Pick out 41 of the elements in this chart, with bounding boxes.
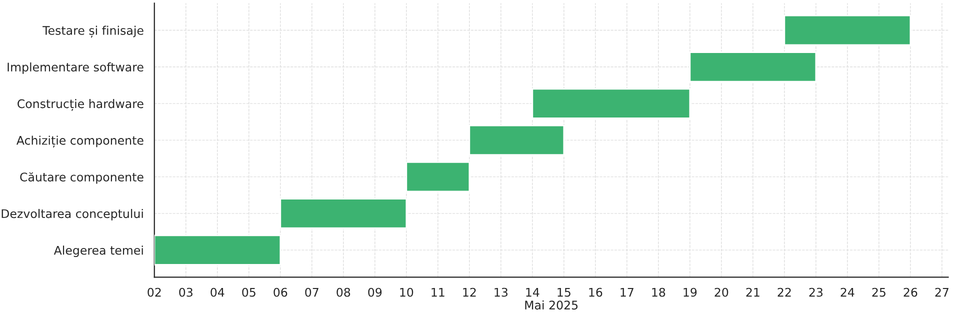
bar xyxy=(784,14,912,46)
x-tick-label: 23 xyxy=(809,288,822,297)
x-tick-label: 05 xyxy=(242,288,256,297)
y-tick-label: Implementare software xyxy=(8,62,144,74)
x-tick-label: 22 xyxy=(778,288,791,297)
x-tick-label: 15 xyxy=(558,288,570,297)
y-tick-label: Achiziție componente xyxy=(16,136,144,148)
x-tick-label: 13 xyxy=(494,288,508,297)
x-tick-label: 09 xyxy=(368,288,382,297)
x-tick-label: 14 xyxy=(526,288,540,297)
x-tick-label: 07 xyxy=(305,288,318,297)
bar xyxy=(468,124,565,156)
y-tick-label: Construcție hardware xyxy=(18,99,144,111)
x-tick-label: 26 xyxy=(904,288,918,297)
y-tick-label: Căutare componente xyxy=(20,172,144,184)
bar xyxy=(280,198,408,229)
x-tick-label: 27 xyxy=(935,288,948,297)
x-tick-label: 25 xyxy=(872,288,886,297)
x-tick-label: 06 xyxy=(274,288,288,297)
x-tick-label: 02 xyxy=(148,288,161,297)
x-tick-label: 10 xyxy=(400,288,414,297)
x-tick-label: 18 xyxy=(652,288,666,297)
x-tick-label: 17 xyxy=(620,288,634,297)
x-axis-title: Mai 2025 xyxy=(525,300,578,310)
x-tick-label: 03 xyxy=(179,288,192,297)
y-tick-label: Alegerea temei xyxy=(54,246,143,258)
y-tick-label: Dezvoltarea conceptului xyxy=(2,208,143,220)
bar xyxy=(406,161,470,192)
bar xyxy=(689,52,817,82)
x-tick-label: 12 xyxy=(463,288,476,297)
x-tick-label: 20 xyxy=(714,288,728,297)
x-tick-label: 21 xyxy=(746,288,760,297)
x-tick-label: 16 xyxy=(589,288,602,297)
bar xyxy=(154,234,282,266)
x-tick-label: 11 xyxy=(432,288,444,297)
x-tick-label: 24 xyxy=(840,288,854,297)
x-tick-label: 04 xyxy=(210,288,224,297)
x-tick-label: 19 xyxy=(684,288,697,297)
y-tick-label: Testare și finisaje xyxy=(42,26,144,38)
bar xyxy=(532,88,691,119)
x-tick-label: 08 xyxy=(336,288,350,297)
